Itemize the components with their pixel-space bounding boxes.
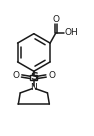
Text: OH: OH	[64, 28, 78, 37]
Text: S: S	[30, 72, 38, 82]
Text: O: O	[13, 72, 19, 81]
Text: N: N	[30, 83, 37, 92]
Text: O: O	[48, 72, 55, 81]
Bar	[30, 75, 37, 80]
Text: O: O	[52, 15, 59, 24]
